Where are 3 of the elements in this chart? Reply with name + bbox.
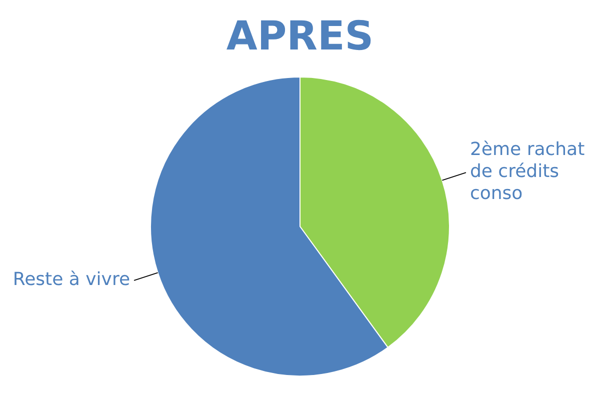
slice-label: 2ème rachat de crédits conso <box>470 139 585 204</box>
chart-title: APRES <box>226 13 374 60</box>
slice-label: Reste à vivre <box>12 269 130 290</box>
